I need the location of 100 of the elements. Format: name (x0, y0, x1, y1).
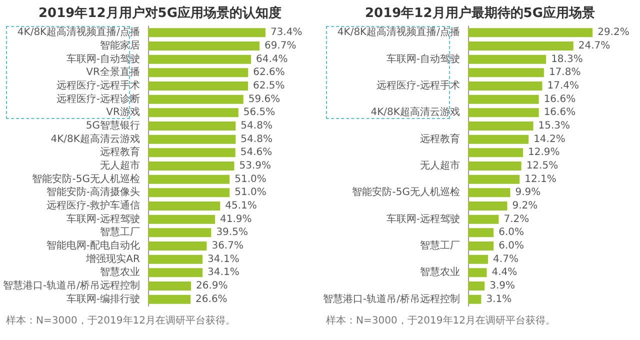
data-label: 15.3% (538, 120, 570, 132)
y-tick-label: 智慧农业 (420, 266, 460, 278)
y-tick-label: 智能安防-5G无人机巡检 (32, 172, 140, 185)
bar (468, 42, 574, 50)
data-label: 26.9% (196, 280, 228, 292)
data-label: 3.9% (490, 280, 516, 292)
y-tick-label: 无人超市 (420, 160, 460, 172)
bar (468, 242, 494, 250)
y-tick-label: 智慧港口-轨道吊/桥吊远程控制 (322, 292, 460, 305)
data-label: 54.8% (240, 120, 272, 132)
bar (468, 134, 529, 144)
data-label: 12.5% (526, 160, 558, 172)
bar (468, 228, 494, 238)
bar (148, 82, 248, 90)
y-tick-label: 4K/8K超高清视频直播/点播 (17, 26, 140, 38)
y-tick-label: 智慧港口-轨道吊/桥吊远程控制 (2, 280, 140, 292)
y-tick-label: 智慧工厂 (420, 240, 460, 252)
y-tick-label: 远程医疗-救护车通信 (46, 200, 140, 212)
data-label: 17.4% (547, 80, 580, 92)
data-label: 9.9% (515, 187, 541, 198)
y-tick-label: 智能家居 (100, 40, 140, 52)
bar (148, 282, 192, 290)
data-label: 73.4% (270, 27, 302, 38)
data-label: 51.0% (234, 174, 266, 185)
y-tick-label: 远程医疗-远程手术 (376, 80, 460, 92)
y-tick-label: 4K/8K超高清视频直播/点播 (337, 26, 460, 38)
bar (468, 108, 539, 118)
y-tick-label: 车联网-编排行驶 (66, 292, 140, 305)
data-label: 18.3% (551, 54, 583, 65)
y-tick-label: 智慧工厂 (100, 226, 140, 238)
data-label: 7.2% (504, 214, 530, 225)
data-label: 62.6% (253, 67, 285, 78)
bar (148, 108, 238, 118)
y-tick-label: 车联网-远程驾驶 (66, 212, 140, 225)
y-tick-label: 远程教育 (100, 146, 140, 158)
data-label: 45.1% (225, 200, 257, 212)
bar (148, 68, 248, 78)
data-label: 4.7% (493, 254, 518, 265)
data-label: 62.5% (252, 80, 285, 92)
data-label: 36.7% (212, 240, 244, 252)
data-label: 34.1% (208, 254, 240, 265)
data-label: 56.5% (243, 107, 276, 118)
bar (468, 282, 485, 290)
data-label: 6.0% (498, 227, 524, 238)
y-tick-label: 远程医疗-远程手术 (56, 80, 140, 92)
bar (148, 214, 216, 224)
chart-title: 2019年12月用户对5G应用场景的认知度 (38, 5, 282, 21)
bar (468, 162, 522, 170)
data-label: 16.6% (544, 107, 576, 118)
text: 样本：N=3000，于2019年12月在调研平台获得。 (326, 314, 556, 326)
data-label: 54.6% (240, 147, 272, 158)
data-label: 12.1% (524, 174, 556, 185)
bar (148, 268, 203, 278)
bar (148, 122, 236, 130)
y-tick-label: 车联网-远程驾驶 (386, 212, 460, 225)
y-tick-label: 增强现实AR (85, 252, 140, 265)
bar (468, 82, 542, 90)
y-tick-label: 无人超市 (100, 160, 140, 172)
data-label: 6.0% (498, 240, 524, 252)
bar (148, 242, 207, 250)
bar (148, 188, 230, 198)
bar (148, 94, 244, 104)
data-label: 16.6% (544, 94, 576, 105)
bar (148, 294, 191, 304)
data-label: 26.6% (196, 294, 228, 305)
y-tick-label: 4K/8K超高清云游戏 (50, 132, 140, 145)
bar (468, 28, 593, 38)
bar (468, 148, 524, 158)
bar (148, 202, 220, 210)
bar (468, 202, 508, 210)
data-label: 12.9% (528, 147, 560, 158)
y-tick-label: 远程医疗-远程诊断 (56, 92, 140, 105)
bar (468, 174, 520, 184)
bar (468, 54, 546, 64)
bar (148, 54, 252, 64)
data-label: 69.7% (264, 40, 296, 52)
bar (148, 148, 236, 158)
y-tick-label: VR全景直播 (86, 66, 140, 78)
bar (468, 94, 539, 104)
data-label: 53.9% (239, 160, 272, 172)
y-tick-label: 4K/8K超高清云游戏 (370, 106, 460, 118)
y-tick-label: 智能安防-高清摄像头 (46, 186, 140, 198)
data-label: 34.1% (208, 267, 240, 278)
y-tick-label: 智慧农业 (100, 266, 140, 278)
data-label: 24.7% (578, 40, 610, 52)
data-label: 54.8% (240, 134, 272, 145)
data-label: 29.2% (598, 27, 630, 38)
bar (148, 28, 266, 38)
data-label: 64.4% (256, 54, 288, 65)
data-label: 59.6% (248, 94, 280, 105)
data-label: 17.8% (548, 67, 581, 78)
y-tick-label: 智能电网-配电自动化 (46, 240, 140, 252)
y-tick-label: 5G智慧银行 (86, 120, 140, 132)
chart-title: 2019年12月用户最期待的5G应用场景 (365, 5, 595, 21)
bar (468, 254, 488, 264)
bar (148, 134, 236, 144)
y-tick-label: 智能安防-5G无人机巡检 (352, 186, 460, 198)
bar (148, 228, 212, 238)
y-tick-label: VR游戏 (106, 106, 140, 118)
y-tick-label: 远程教育 (420, 132, 460, 145)
